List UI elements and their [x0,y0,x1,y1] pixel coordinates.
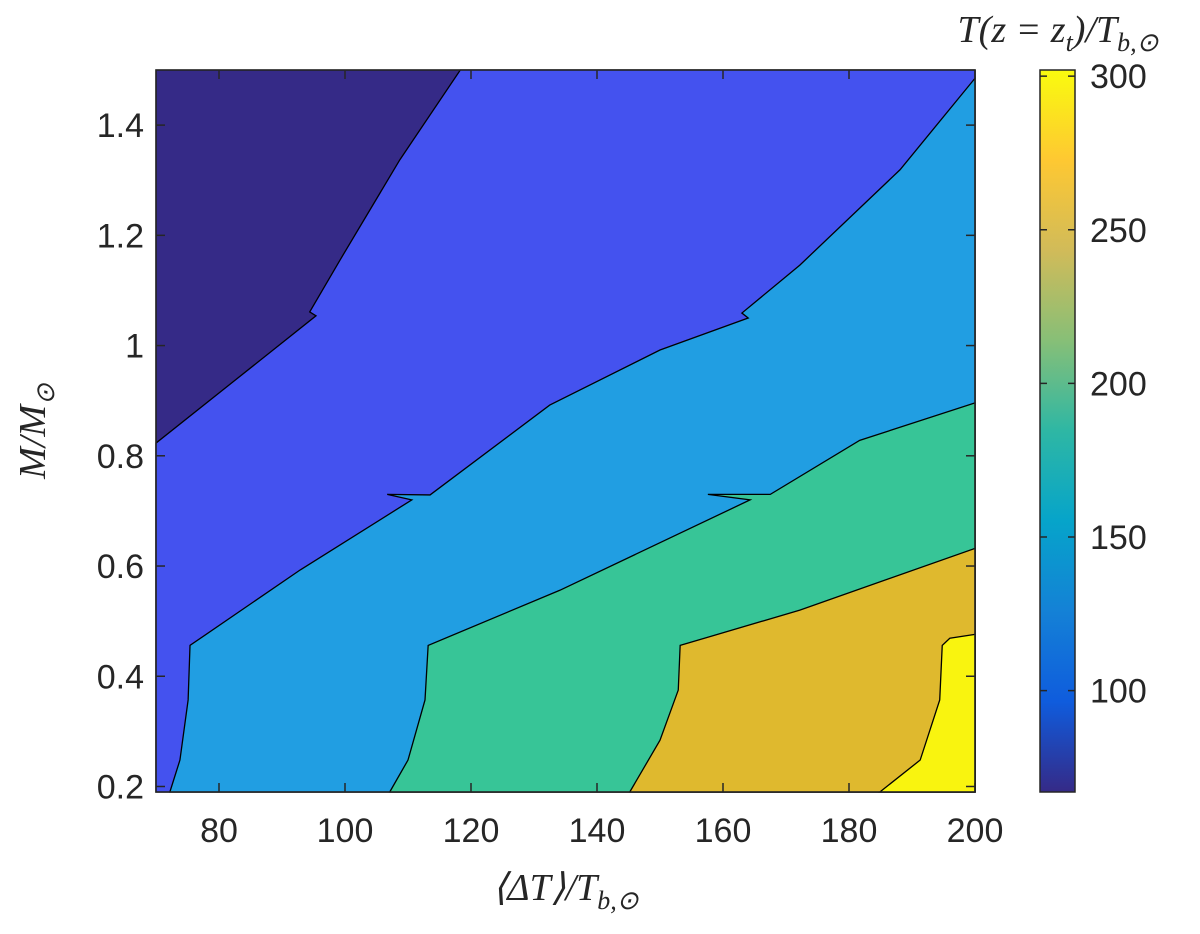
x-axis-label-part: ⟨ΔT⟩/T [492,867,600,909]
colorbar-tick-label: 100 [1090,673,1147,711]
colorbar-label-part: )/T [1071,9,1120,51]
y-tick-label: 0.8 [97,438,144,476]
x-tick-label: 80 [200,812,238,850]
colorbar-label-part: T(z = z [958,9,1066,51]
x-tick-label: 140 [569,812,626,850]
y-tick-label: 0.4 [97,658,144,696]
x-tick-label: 200 [947,812,1004,850]
x-axis-label: ⟨ΔT⟩/Tb,⊙ [492,867,638,915]
colorbar-label-part: b,⊙ [1117,28,1159,57]
colorbar-label: T(z = zt)/Tb,⊙ [958,9,1159,57]
colorbar-tick-label: 200 [1090,365,1147,403]
x-tick-label: 160 [695,812,752,850]
colorbar-tick-label: 250 [1090,212,1147,250]
colorbar-tick-label: 300 [1090,58,1147,96]
y-tick-label: 0.6 [97,548,144,586]
y-axis-label-part: ⊙ [31,383,60,405]
x-axis-label-part: b,⊙ [597,886,639,915]
y-tick-label: 0.2 [97,768,144,806]
x-tick-label: 100 [317,812,374,850]
y-tick-label: 1 [125,328,144,366]
axes-frame [155,69,976,793]
colorbar [1039,69,1076,793]
x-tick-label: 180 [821,812,878,850]
y-axis-label: M/M⊙ [12,383,60,480]
y-tick-label: 1.2 [97,217,144,255]
colorbar-label-part: t [1066,28,1074,57]
y-axis-label-part: M/M [12,403,54,480]
y-tick-label: 1.4 [97,107,144,145]
x-tick-label: 120 [443,812,500,850]
colorbar-tick-label: 150 [1090,519,1147,557]
